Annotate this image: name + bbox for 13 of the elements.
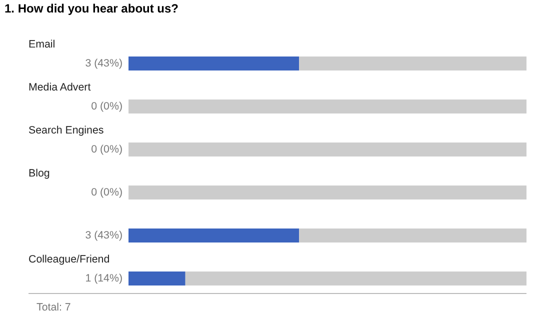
chart-title: 1. How did you hear about us?	[4, 2, 179, 16]
y-tick-label: Search Engines	[28, 124, 104, 136]
y-tick-label: Colleague/Friend	[28, 254, 110, 266]
y-tick-label: Email	[28, 38, 56, 50]
data-label: 0 (0%)	[91, 100, 123, 112]
data-label: 0 (0%)	[91, 144, 123, 156]
data-label: 0 (0%)	[91, 186, 123, 198]
y-tick-label: Blog	[28, 168, 50, 180]
data-label: 1 (14%)	[85, 272, 122, 284]
data-label: 3 (43%)	[85, 58, 122, 70]
text: Total: 7	[36, 302, 71, 314]
data-label: 3 (43%)	[85, 230, 122, 242]
y-tick-label: Media Advert	[28, 82, 91, 94]
